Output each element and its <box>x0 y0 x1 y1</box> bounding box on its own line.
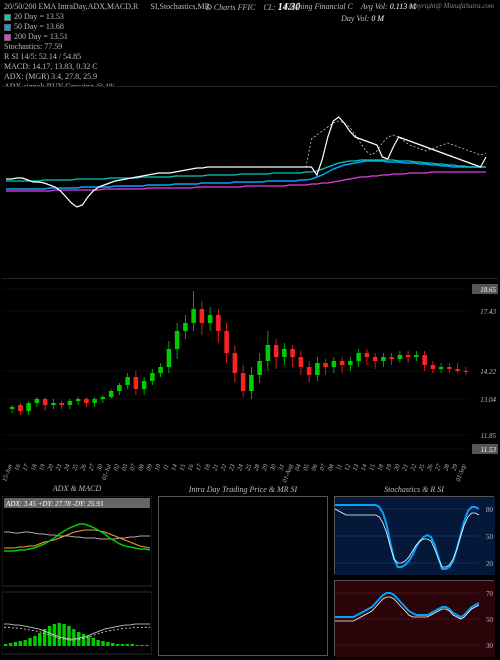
svg-text:03: 03 <box>121 463 130 472</box>
svg-text:22: 22 <box>220 463 229 472</box>
svg-text:30: 30 <box>486 642 494 650</box>
svg-text:13.04: 13.04 <box>480 396 496 404</box>
svg-text:17: 17 <box>195 463 204 472</box>
svg-text:15: 15 <box>178 463 187 472</box>
svg-text:26: 26 <box>79 463 88 472</box>
ema200-label: 200 Day = 13.51 <box>14 32 68 42</box>
svg-text:16: 16 <box>13 463 22 472</box>
svg-text:16: 16 <box>187 463 196 472</box>
svg-text:70: 70 <box>486 590 494 598</box>
svg-text:18.65: 18.65 <box>480 286 496 294</box>
adx-macd-chart: ADX & MACD ADX: 3.45 +DY: 27.78 -DY: 25.… <box>2 496 152 656</box>
svg-text:23: 23 <box>55 463 64 472</box>
svg-text:26: 26 <box>426 463 435 472</box>
ema50-swatch <box>4 24 11 31</box>
candlestick-chart: 18.6517.4314.2213.0411.8511.5315-Jun1617… <box>2 278 498 478</box>
svg-text:08: 08 <box>327 463 336 472</box>
ema20-swatch <box>4 14 11 21</box>
svg-text:14.22: 14.22 <box>480 368 496 376</box>
svg-text:17.43: 17.43 <box>480 308 496 316</box>
svg-text:23: 23 <box>228 463 237 472</box>
svg-text:24: 24 <box>63 463 72 472</box>
legend-header: 20/50/200 EMA IntraDay,ADX,MACD,R <box>4 2 138 12</box>
macd-label: MACD: 14.17, 13.83, 0.32 C <box>4 62 98 72</box>
svg-text:25: 25 <box>71 463 80 472</box>
svg-text:14: 14 <box>170 463 179 472</box>
svg-text:17: 17 <box>22 463 31 472</box>
svg-text:18: 18 <box>376 463 385 472</box>
rsi-label: R SI 14/5: 52.14 / 54.85 <box>4 52 81 62</box>
svg-text:15: 15 <box>368 463 377 472</box>
credit-label: copyright@ MunafaSutra.com <box>409 2 494 10</box>
svg-text:25: 25 <box>418 463 427 472</box>
dayvol-label: Day Vol: 0 M <box>341 14 384 23</box>
svg-text:80: 80 <box>486 506 494 514</box>
company-name: Flushing Financial C Avg Vol: 0.113 M <box>284 2 416 11</box>
svg-text:09: 09 <box>145 463 154 472</box>
intraday-chart: Intra Day Trading Price & MR SI <box>158 496 328 656</box>
svg-text:20: 20 <box>393 463 402 472</box>
svg-text:14: 14 <box>360 463 369 472</box>
svg-text:18: 18 <box>30 463 39 472</box>
svg-text:25: 25 <box>244 463 253 472</box>
svg-text:05: 05 <box>302 463 311 472</box>
svg-text:11.53: 11.53 <box>481 446 497 454</box>
ema200-swatch <box>4 34 11 41</box>
svg-text:50: 50 <box>486 533 494 541</box>
svg-text:02: 02 <box>112 463 121 472</box>
svg-text:28: 28 <box>253 463 262 472</box>
price-ma-chart <box>2 86 498 234</box>
svg-text:11.85: 11.85 <box>481 432 497 440</box>
svg-text:10: 10 <box>154 463 163 472</box>
stoch-label: Stochastics: 77.59 <box>4 42 62 52</box>
svg-text:50: 50 <box>486 616 494 624</box>
adx-label: ADX: (MGR) 3.4, 27.8, 25.9 <box>4 72 97 82</box>
svg-text:22: 22 <box>409 463 418 472</box>
stochastics-chart: Stochastics & R SI 805020 <box>334 496 494 574</box>
rsi-chart: 70 50 30 <box>334 580 494 656</box>
svg-text:06: 06 <box>310 463 319 472</box>
svg-text:21: 21 <box>401 463 410 472</box>
svg-text:30: 30 <box>269 463 278 473</box>
svg-text:04: 04 <box>294 463 303 472</box>
svg-text:28: 28 <box>442 463 451 472</box>
svg-text:ADX: 3.45 +DY: 27.78 -DY: 25.9: ADX: 3.45 +DY: 27.78 -DY: 25.93 <box>5 500 104 508</box>
svg-text:20: 20 <box>486 560 494 568</box>
svg-text:18: 18 <box>203 463 212 472</box>
svg-text:19: 19 <box>385 463 394 472</box>
svg-text:08: 08 <box>137 463 146 472</box>
svg-text:24: 24 <box>236 463 245 472</box>
indicator-legend: 20/50/200 EMA IntraDay,ADX,MACD,R SI,Sto… <box>4 2 274 92</box>
svg-text:27: 27 <box>88 463 97 472</box>
ema20-label: 20 Day = 13.53 <box>14 12 64 22</box>
svg-text:20: 20 <box>46 463 55 472</box>
svg-text:21: 21 <box>211 463 220 472</box>
svg-text:13: 13 <box>352 463 361 472</box>
svg-text:12: 12 <box>343 463 352 472</box>
svg-text:15-Jun: 15-Jun <box>2 463 14 482</box>
ema50-label: 50 Day = 13.68 <box>14 22 64 32</box>
svg-text:29: 29 <box>261 463 270 472</box>
svg-text:19: 19 <box>38 463 47 472</box>
svg-text:07: 07 <box>129 463 138 472</box>
svg-text:07: 07 <box>319 463 328 472</box>
svg-text:27: 27 <box>434 463 443 472</box>
